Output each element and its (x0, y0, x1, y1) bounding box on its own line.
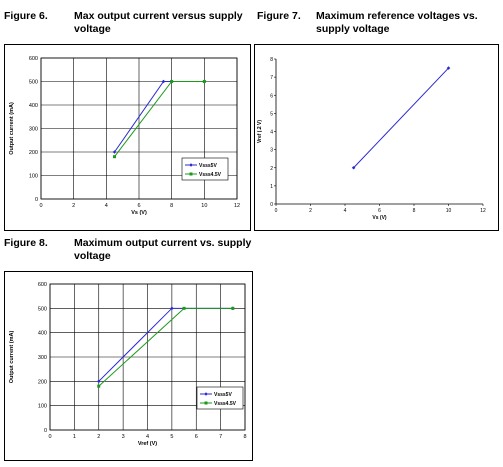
y-tick-label: 100 (29, 174, 38, 180)
y-tick-label: 6 (270, 93, 273, 99)
x-tick-label: 2 (72, 203, 75, 209)
x-tick-label: 4 (105, 203, 108, 209)
x-axis-label: Vs (V) (372, 215, 387, 221)
y-tick-label: 0 (44, 428, 47, 434)
y-tick-label: 7 (270, 75, 273, 81)
x-tick-label: 4 (146, 434, 149, 440)
x-tick-label: 6 (378, 208, 381, 214)
legend-label: Vsss4.5V (214, 401, 237, 407)
data-point (182, 306, 186, 310)
x-tick-label: 2 (309, 208, 312, 214)
series-line (114, 81, 205, 153)
figure-8-number: Figure 8. (4, 237, 48, 249)
legend-swatch-marker (189, 172, 193, 176)
y-tick-label: 600 (38, 282, 47, 288)
data-point (113, 155, 116, 159)
y-tick-label: 200 (29, 150, 38, 156)
y-tick-label: 8 (270, 57, 273, 63)
x-tick-label: 5 (170, 434, 173, 440)
x-axis-label: Vs (V) (131, 210, 147, 216)
figure-6-number: Figure 6. (4, 10, 48, 22)
y-tick-label: 4 (270, 130, 273, 136)
figure-8-chart: 0 1 2 3 4 5 6 7 8 0 100 200 300 400 500 600 Vref (V) Outp… (9, 282, 247, 447)
x-tick-label: 10 (446, 208, 452, 214)
figure-7-number: Figure 7. (257, 10, 301, 22)
data-point (112, 150, 117, 154)
series-line (98, 307, 233, 382)
figure-6-chart: 0 2 4 6 8 10 12 0 100 200 300 400 500 600 Vs (V) Output… (9, 56, 240, 216)
data-point (231, 306, 235, 310)
figure-6-panel: 0 2 4 6 8 10 12 0 100 200 300 400 500 600 Vs (V) Output… (4, 44, 251, 231)
y-tick-label: 500 (38, 306, 47, 312)
series-line (98, 307, 233, 387)
x-tick-label: 8 (170, 203, 173, 209)
data-point (351, 165, 356, 170)
y-tick-label: 400 (38, 331, 47, 337)
legend-swatch-marker (189, 163, 193, 167)
x-axis-label: Vref (V) (138, 441, 157, 447)
x-tick-label: 4 (344, 208, 347, 214)
y-tick-label: 0 (35, 197, 38, 203)
y-axis-label: Vref (.2 V) (257, 120, 263, 143)
y-tick-label: 1 (270, 184, 273, 190)
x-tick-label: 1 (73, 434, 76, 440)
y-tick-label: 200 (38, 379, 47, 385)
x-tick-label: 12 (480, 208, 486, 214)
y-tick-label: 3 (270, 148, 273, 154)
y-tick-label: 300 (38, 355, 47, 361)
figure-6-title: Max output current versus supply voltage (74, 10, 243, 35)
legend-label: Vsss5V (214, 392, 232, 398)
legend-swatch-marker (204, 392, 208, 396)
y-tick-label: 400 (29, 103, 38, 109)
figure-7-panel: 0 2 4 6 8 10 12 0 1 2 3 4 5 6 7 8 Vs (V) Vref (.2 V) (254, 44, 499, 231)
legend: Vsss5V Vsss4.5V (196, 386, 244, 410)
figure-8-title: Maximum output current vs. supply voltag… (74, 237, 252, 262)
y-tick-label: 5 (270, 111, 273, 117)
x-tick-label: 12 (234, 203, 240, 209)
y-tick-label: 300 (29, 127, 38, 133)
x-tick-label: 6 (137, 203, 140, 209)
y-tick-label: 500 (29, 80, 38, 86)
x-tick-label: 8 (413, 208, 416, 214)
x-tick-label: 8 (243, 434, 246, 440)
y-tick-label: 100 (38, 404, 47, 410)
x-tick-label: 0 (39, 203, 42, 209)
x-tick-label: 10 (201, 203, 207, 209)
x-tick-label: 7 (219, 434, 222, 440)
legend-label: Vsss4.5V (199, 172, 222, 178)
series-line (114, 81, 205, 158)
figure-8-panel: 0 1 2 3 4 5 6 7 8 0 100 200 300 400 500 600 Vref (V) Outp… (4, 271, 253, 461)
x-tick-label: 3 (122, 434, 125, 440)
x-tick-label: 0 (48, 434, 51, 440)
data-point (97, 384, 101, 388)
data-point (202, 80, 206, 83)
legend-swatch-marker (204, 401, 208, 405)
y-tick-label: 600 (29, 56, 38, 62)
legend-label: Vsss5V (199, 163, 217, 169)
series-line (353, 67, 449, 169)
data-point (446, 66, 451, 70)
y-tick-label: 0 (270, 202, 273, 208)
x-tick-label: 6 (195, 434, 198, 440)
figure-7-title: Maximum reference voltages vs. supply vo… (316, 10, 478, 35)
data-point (161, 79, 166, 84)
legend: Vsss5V Vsss4.5V (181, 157, 229, 181)
data-point (170, 80, 174, 83)
x-tick-label: 0 (275, 208, 278, 214)
y-tick-label: 2 (270, 166, 273, 172)
y-axis-label: Output current (mA) (9, 331, 15, 384)
y-axis-label: Output current (mA) (9, 102, 15, 155)
x-tick-label: 2 (97, 434, 100, 440)
